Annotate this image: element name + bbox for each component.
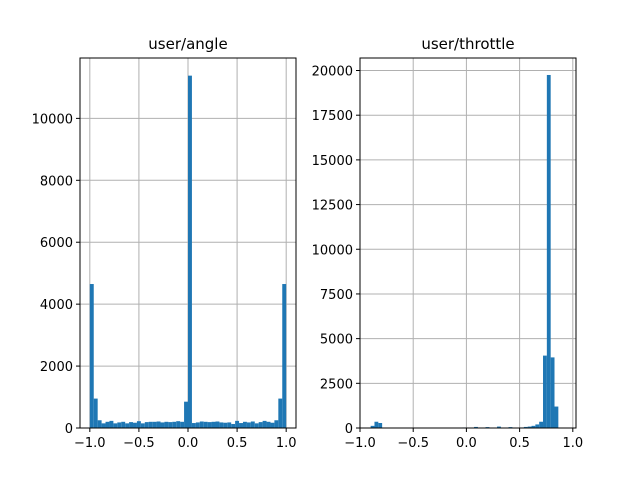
throttle-chart-title: user/throttle [421,35,514,53]
angle-histogram-bar [282,284,287,428]
throttle-x-tick-label: 0.0 [456,436,477,451]
angle-y-tick-label: 2000 [40,360,73,375]
angle-histogram-bar [93,398,98,428]
angle-histogram-bar [211,421,216,428]
angle-histogram-bar [176,421,181,428]
throttle-y-tick-label: 20000 [312,65,353,80]
angle-chart-title: user/angle [148,35,227,53]
angle-histogram-bar [113,423,118,428]
angle-histogram-bar [164,421,169,428]
throttle-y-tick-label: 0 [345,422,353,437]
angle-histogram-bar [223,422,228,428]
angle-histogram-bar [136,421,141,428]
angle-x-tick-label: 1.0 [276,436,297,451]
angle-histogram-bar [278,398,283,428]
angle-y-tick-label: 0 [65,422,73,437]
angle-histogram-bar [188,75,192,429]
angle-histogram-bar [125,423,130,428]
angle-x-tick-label: 0.0 [178,436,199,451]
throttle-y-tick-label: 7500 [320,288,353,303]
throttle-histogram-bar [497,426,501,428]
throttle-y-tick-label: 15000 [312,154,353,169]
angle-histogram-bar [215,421,220,428]
angle-histogram-bar [89,284,94,428]
throttle-histogram-bar [370,425,375,428]
angle-histogram-bar [105,421,110,428]
throttle-histogram-bar [527,426,532,428]
throttle-histogram-bar [546,74,551,428]
angle-y-tick-label: 6000 [40,236,73,251]
angle-histogram-bar [129,422,134,428]
throttle-histogram-bar [531,425,536,428]
angle-histogram-bar [172,421,177,428]
throttle-y-tick-label: 17500 [312,109,353,124]
angle-histogram-panel: −1.0 −0.5 0.0 0.5 1.0 0 2000 4000 6000 8000 10000 u… [32,35,297,451]
angle-histogram-bar [109,420,114,428]
angle-histogram-bar [242,421,247,428]
angle-y-tick-label: 8000 [40,174,73,189]
angle-histogram-bar [144,422,149,428]
throttle-histogram-bar [474,426,478,428]
throttle-y-tick-label: 12500 [312,199,353,214]
angle-histogram-bar [254,423,259,428]
angle-histogram-bar [156,421,161,428]
angle-histogram-bar [180,421,185,428]
angle-histogram-bar [207,422,212,428]
angle-histogram-bar [227,422,232,428]
angle-histogram-bar [195,422,200,428]
angle-histogram-bar [266,421,271,428]
angle-histogram-bar [152,421,157,428]
throttle-y-tick-label: 10000 [312,243,353,258]
throttle-histogram-bar [535,424,540,428]
throttle-histogram-bar [378,422,383,428]
angle-histogram-bar [117,422,122,428]
angle-histogram-bar [274,420,279,428]
throttle-plot-frame [359,57,577,429]
throttle-histogram-bar [523,426,528,428]
angle-histogram-bar [250,421,255,428]
throttle-histogram-bar [374,421,379,428]
angle-histogram-bar [97,420,102,428]
angle-histogram-bar [121,421,126,428]
throttle-x-tick-label: −1.0 [344,436,376,451]
throttle-histogram-bar [550,357,555,428]
angle-histogram-bar [140,423,145,428]
angle-histogram-bar [239,423,243,428]
throttle-x-tick-label: −0.5 [397,436,429,451]
throttle-histogram-bar [543,355,547,428]
angle-y-tick-label: 4000 [40,298,73,313]
throttle-x-tick-label: 1.0 [562,436,583,451]
angle-histogram-bar [270,422,275,428]
throttle-y-tick-label: 2500 [320,377,353,392]
angle-histogram-bar [262,420,267,428]
angle-x-tick-label: 0.5 [227,436,248,451]
throttle-x-tick-label: 0.5 [509,436,530,451]
throttle-histogram-bar [539,421,544,428]
throttle-histogram-bar [554,406,559,428]
angle-histogram-bar [160,422,165,428]
angle-histogram-bar [133,422,137,428]
throttle-histogram-panel: −1.0 −0.5 0.0 0.5 1.0 0 2500 5000 7500 10000 12500… [312,35,584,451]
angle-x-tick-label: −0.5 [123,436,155,451]
angle-histogram-bar [168,422,173,428]
angle-histogram-bar [184,401,188,428]
angle-histogram-bar [203,421,208,428]
angle-histogram-bar [258,422,263,428]
angle-histogram-bar [219,422,224,428]
angle-histogram-bar [101,423,106,428]
angle-histogram-bar [191,423,196,428]
angle-y-tick-label: 10000 [32,112,73,127]
throttle-y-tick-label: 5000 [320,333,353,348]
angle-histogram-bar [235,420,240,428]
angle-histogram-bar [246,422,251,428]
angle-histogram-bar [148,421,153,428]
angle-histogram-bar [231,423,236,428]
angle-x-tick-label: −1.0 [74,436,106,451]
angle-histogram-bar [199,421,204,428]
